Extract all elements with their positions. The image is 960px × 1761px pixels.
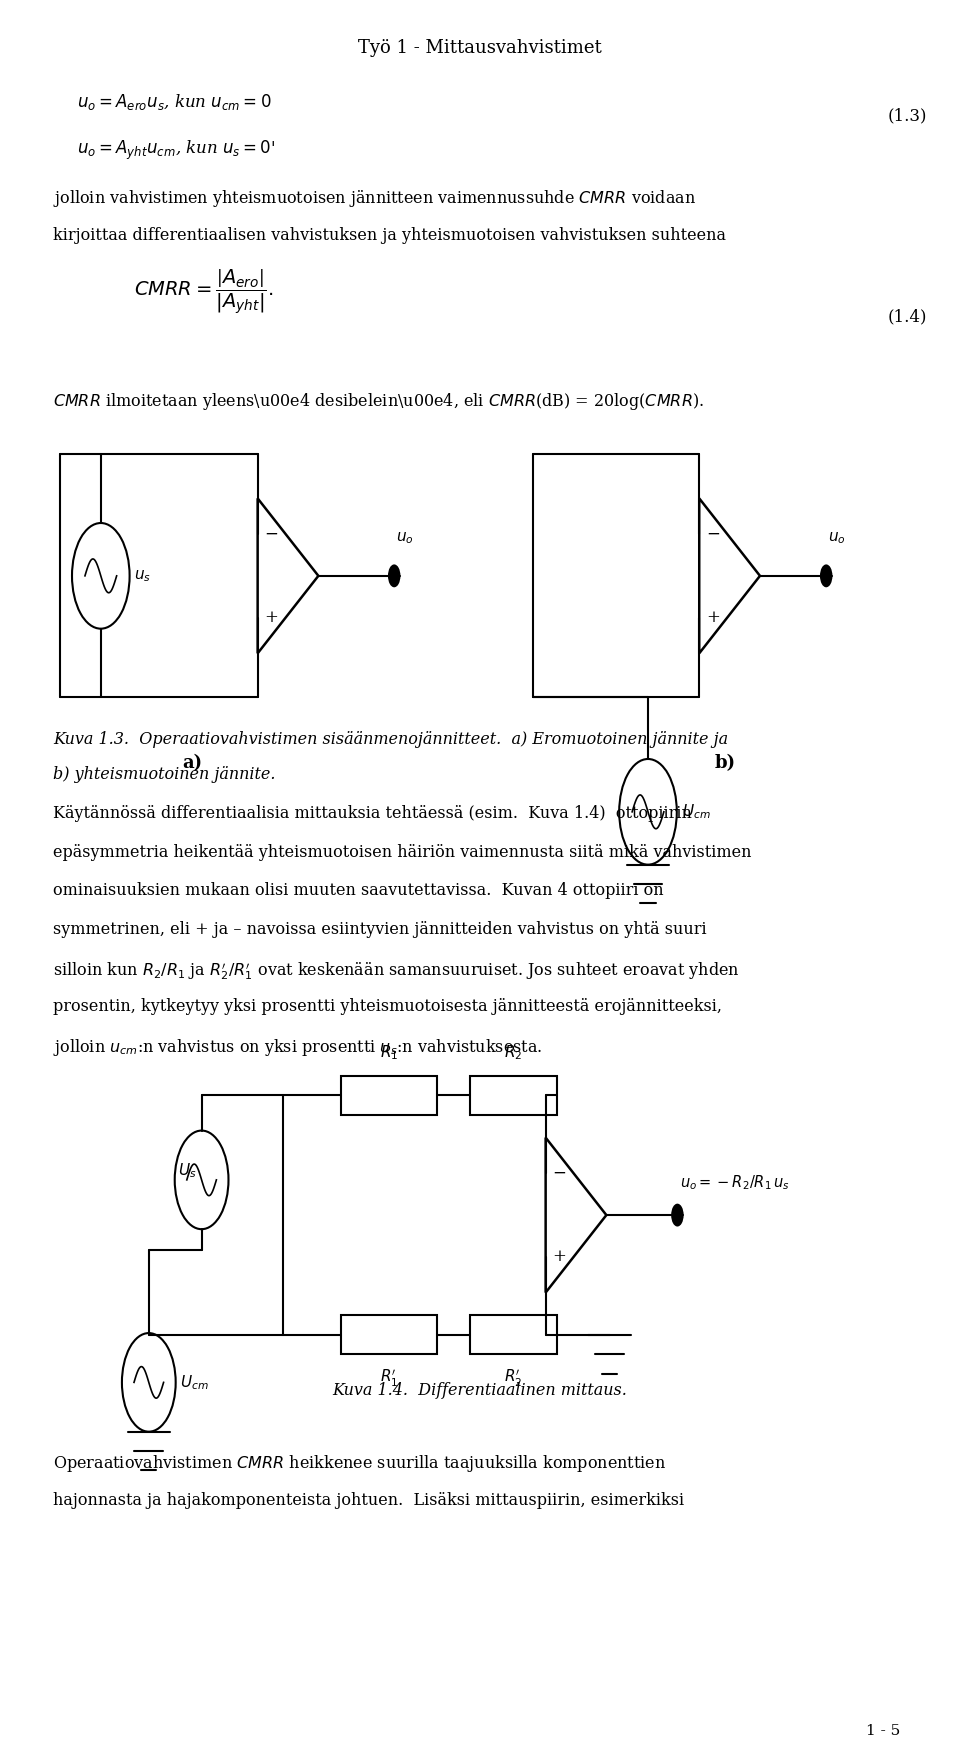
Text: 1 - 5: 1 - 5 [866,1724,900,1738]
Text: a): a) [182,754,202,771]
Text: $R_2'$: $R_2'$ [504,1368,523,1389]
Text: $u_o$: $u_o$ [828,530,846,546]
Text: b): b) [714,754,735,771]
Text: jolloin vahvistimen yhteismuotoisen jännitteen vaimennussuhde $CMRR$ voidaan: jolloin vahvistimen yhteismuotoisen jänn… [53,188,696,210]
Text: $R_2$: $R_2$ [504,1043,523,1062]
Text: Operaatiovahvistimen $CMRR$ heikkenee suurilla taajuuksilla komponenttien: Operaatiovahvistimen $CMRR$ heikkenee su… [53,1453,666,1474]
Text: Kuva 1.3.  Operaatiovahvistimen sisäänmenojännitteet.  a) Eromuotoinen jännite j: Kuva 1.3. Operaatiovahvistimen sisäänmen… [53,731,728,748]
Text: (1.3): (1.3) [888,107,927,125]
Text: kirjoittaa differentiaalisen vahvistuksen ja yhteismuotoisen vahvistuksen suhtee: kirjoittaa differentiaalisen vahvistukse… [53,227,726,245]
Text: Käytännössä differentiaalisia mittauksia tehtäessä (esim.  Kuva 1.4)  ottopiirin: Käytännössä differentiaalisia mittauksia… [53,805,691,822]
Text: Kuva 1.4.  Differentiaalinen mittaus.: Kuva 1.4. Differentiaalinen mittaus. [332,1382,628,1400]
Circle shape [820,564,832,588]
Text: $R_1'$: $R_1'$ [379,1368,398,1389]
Text: symmetrinen, eli + ja – navoissa esiintyvien jännitteiden vahvistus on yhtä suur: symmetrinen, eli + ja – navoissa esiinty… [53,921,707,939]
Text: $u_o$: $u_o$ [396,530,414,546]
Text: $U_{cm}$: $U_{cm}$ [180,1374,209,1391]
Text: $u_o = -R_2/R_1\,u_s$: $u_o = -R_2/R_1\,u_s$ [681,1173,790,1192]
Text: jolloin $u_{cm}$:n vahvistus on yksi prosentti $u_s$:n vahvistuksesta.: jolloin $u_{cm}$:n vahvistus on yksi pro… [53,1037,542,1058]
Circle shape [388,564,400,588]
Bar [470,1076,557,1115]
Text: +: + [552,1249,566,1266]
Text: $U_s$: $U_s$ [179,1162,197,1180]
Text: −: − [552,1164,566,1182]
Text: ominaisuuksien mukaan olisi muuten saavutettavissa.  Kuvan 4 ottopiiri on: ominaisuuksien mukaan olisi muuten saavu… [53,882,663,900]
Text: $U_{cm}$: $U_{cm}$ [682,803,710,821]
Text: Työ 1 - Mittausvahvistimet: Työ 1 - Mittausvahvistimet [358,39,602,56]
Text: $CMRR$ ilmoitetaan yleens\u00e4 desibelein\u00e4, eli $CMRR$(dB) = 20log($CMRR$): $CMRR$ ilmoitetaan yleens\u00e4 desibele… [53,391,704,412]
Text: $R_1$: $R_1$ [379,1043,398,1062]
Text: $u_s$: $u_s$ [134,569,152,583]
Text: +: + [706,609,720,627]
Bar [341,1315,437,1354]
Text: −: − [706,525,720,542]
Text: $CMRR = \dfrac{\left|A_{ero}\right|}{\left|A_{yht}\right|}.$: $CMRR = \dfrac{\left|A_{ero}\right|}{\le… [134,268,274,317]
Text: hajonnasta ja hajakomponenteista johtuen.  Lisäksi mittauspiirin, esimerkiksi: hajonnasta ja hajakomponenteista johtuen… [53,1492,684,1509]
Bar [470,1315,557,1354]
Text: $u_o = A_{yht}u_{cm}$, kun $u_s = 0$': $u_o = A_{yht}u_{cm}$, kun $u_s = 0$' [77,139,276,162]
Text: $u_o = A_{ero}u_s$, kun $u_{cm} = 0$: $u_o = A_{ero}u_s$, kun $u_{cm} = 0$ [77,92,272,111]
Text: epäsymmetria heikentää yhteismuotoisen häiriön vaimennusta siitä mikä vahvistime: epäsymmetria heikentää yhteismuotoisen h… [53,844,752,861]
Text: prosentin, kytkeytyy yksi prosentti yhteismuotoisesta jännitteestä erojännitteek: prosentin, kytkeytyy yksi prosentti yhte… [53,998,722,1016]
Text: b) yhteismuotoinen jännite.: b) yhteismuotoinen jännite. [53,766,276,784]
Bar [341,1076,437,1115]
Text: (1.4): (1.4) [888,308,927,326]
Text: −: − [264,525,278,542]
Circle shape [671,1205,684,1226]
Text: silloin kun $R_2/R_1$ ja $R_2'/R_1'$ ovat keskenään samansuuruiset. Jos suhteet : silloin kun $R_2/R_1$ ja $R_2'/R_1'$ ova… [53,960,739,981]
Text: +: + [264,609,278,627]
